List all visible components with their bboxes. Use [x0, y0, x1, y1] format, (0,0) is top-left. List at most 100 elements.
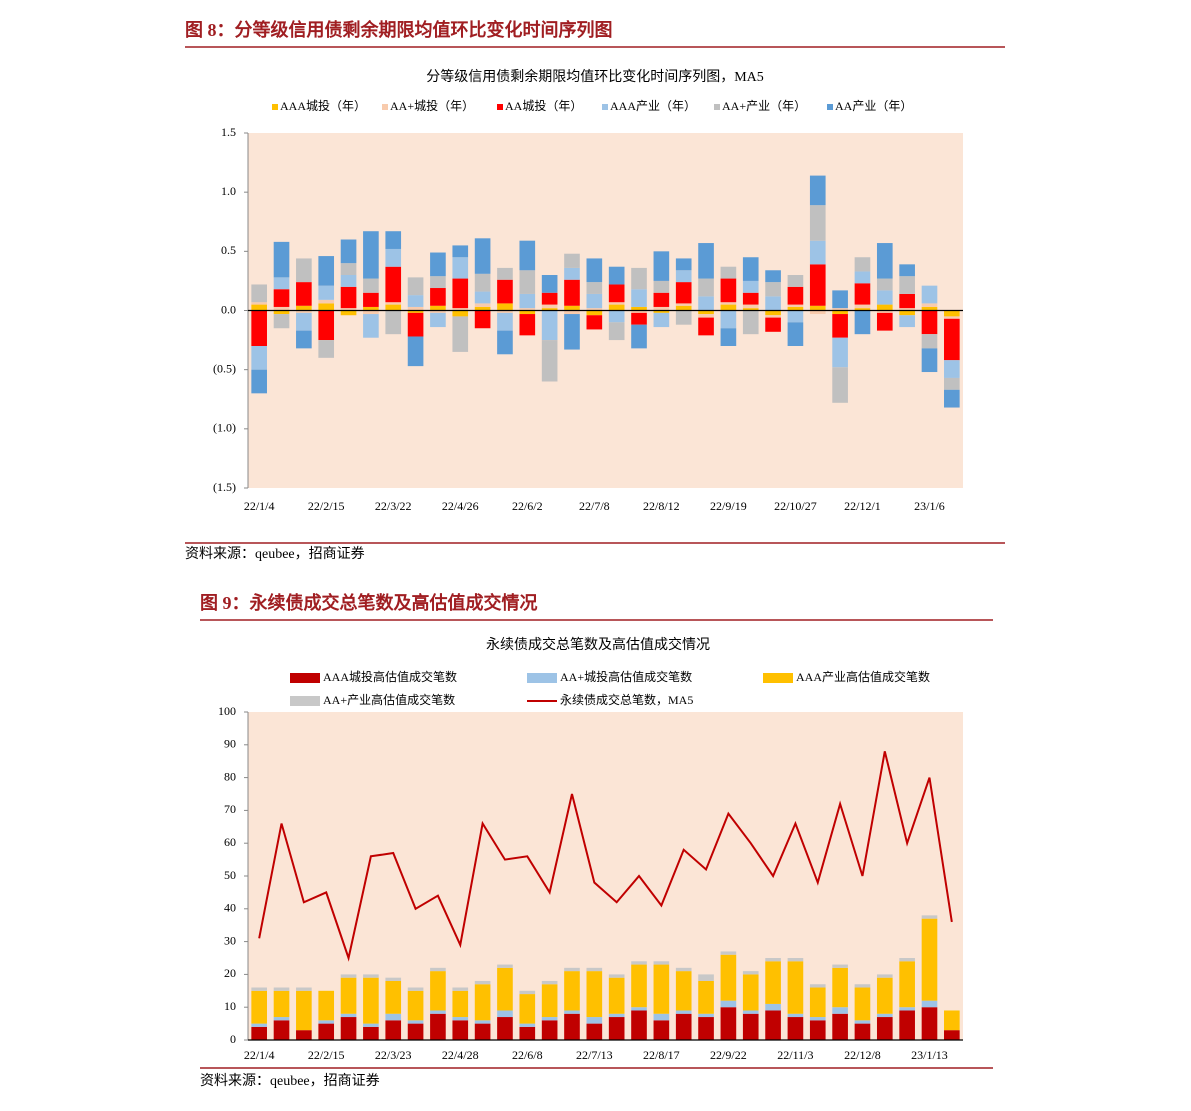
bar	[564, 314, 580, 350]
bar	[765, 317, 781, 332]
bar	[519, 293, 536, 309]
y-tick-label: 1.0	[221, 184, 236, 198]
bar	[497, 967, 513, 1011]
bar	[675, 303, 692, 306]
x-tick-label: 22/8/17	[643, 1048, 680, 1062]
bar	[854, 987, 871, 1021]
bar	[497, 310, 513, 313]
bar	[519, 990, 536, 995]
legend-marker	[527, 673, 557, 683]
line	[258, 751, 953, 962]
y-tick-label: 80	[224, 769, 236, 783]
x-tick-label: 22/8/12	[643, 499, 680, 513]
legend-marker	[602, 104, 608, 110]
bar	[385, 977, 402, 981]
bar	[296, 282, 312, 306]
x-tick-label: 22/2/15	[308, 499, 345, 513]
legend-label: AAA产业高估值成交笔数	[796, 669, 930, 684]
bar	[273, 1017, 290, 1021]
bar	[318, 299, 335, 304]
bar	[318, 303, 335, 311]
bar	[832, 337, 848, 368]
bar	[787, 310, 804, 323]
legend-marker	[763, 673, 793, 683]
bar	[653, 280, 670, 293]
bar	[363, 1026, 379, 1040]
bar	[787, 961, 804, 1014]
bar	[765, 961, 781, 1004]
bar	[876, 278, 893, 291]
bar	[363, 974, 379, 978]
legend-label: AA产业（年）	[835, 99, 912, 113]
bar	[631, 961, 647, 965]
bar	[854, 310, 871, 335]
bar	[407, 310, 424, 313]
bar	[474, 984, 491, 1021]
bar	[273, 1020, 290, 1040]
bar	[363, 231, 379, 279]
bar	[586, 1017, 603, 1024]
bar	[876, 1017, 893, 1040]
bar	[832, 964, 848, 968]
bar	[675, 282, 692, 304]
bar	[273, 306, 290, 311]
bar	[720, 302, 737, 305]
x-tick-label: 22/1/4	[244, 1048, 275, 1062]
bar	[631, 306, 647, 311]
y-tick-label: (1.5)	[213, 480, 236, 494]
bar	[273, 241, 290, 278]
bar	[854, 257, 871, 272]
x-tick-label: 22/12/1	[844, 499, 881, 513]
bar	[273, 289, 290, 307]
bar	[832, 967, 848, 1008]
bar	[296, 305, 312, 311]
bar	[452, 990, 469, 1018]
bar	[296, 310, 312, 313]
bar	[385, 248, 402, 267]
bar	[854, 271, 871, 284]
bar	[340, 310, 357, 316]
bar	[497, 1017, 513, 1040]
bar	[564, 967, 580, 972]
y-tick-label: 40	[224, 901, 236, 915]
bar	[430, 1010, 446, 1014]
bar	[519, 314, 536, 336]
bar	[608, 322, 625, 341]
bar	[363, 310, 379, 315]
bar	[675, 967, 692, 972]
y-tick-label: (1.0)	[213, 421, 236, 435]
figure-label: 图 8：分等级信用债剩余期限均值环比变化时间序列图	[185, 19, 613, 40]
x-tick-label: 22/4/26	[442, 499, 479, 513]
y-tick-label: 30	[224, 933, 236, 947]
bar	[318, 310, 335, 341]
y-tick-label: 100	[218, 704, 236, 718]
bar	[742, 310, 759, 335]
x-tick-label: 23/1/13	[911, 1048, 948, 1062]
bar	[430, 310, 446, 313]
x-tick-label: 22/1/4	[244, 499, 275, 513]
bar	[474, 1020, 491, 1024]
bar	[251, 1026, 267, 1040]
bar	[720, 266, 737, 279]
bar	[675, 310, 692, 325]
bar	[944, 360, 960, 378]
bar	[921, 285, 938, 304]
bar	[854, 283, 871, 305]
bar	[832, 310, 848, 315]
bar	[921, 915, 938, 919]
bar	[944, 377, 960, 390]
legend-label: AA+产业高估值成交笔数	[323, 692, 455, 707]
bar	[921, 334, 938, 349]
figure-label: 图 9：永续债成交总笔数及高估值成交情况	[200, 592, 538, 613]
bar	[296, 990, 312, 1031]
bar	[631, 1007, 647, 1011]
bar	[653, 1020, 670, 1040]
bar	[899, 1010, 915, 1040]
bar	[519, 310, 536, 315]
bar	[273, 987, 290, 991]
legend-label: 永续债成交总笔数，MA5	[560, 692, 693, 707]
bar	[407, 277, 424, 296]
bar	[430, 305, 446, 311]
bar	[876, 290, 893, 305]
